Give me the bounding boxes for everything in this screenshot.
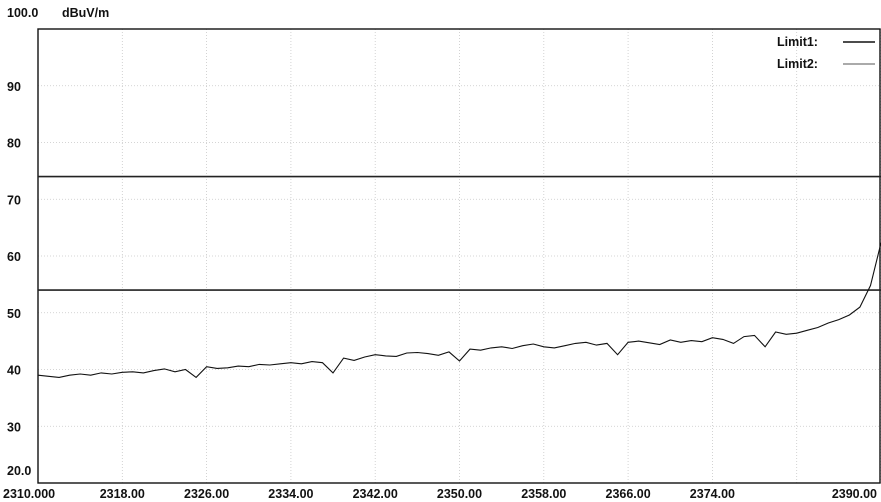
y-tick-label: 40: [7, 364, 21, 378]
y-tick-label: 20.0: [7, 464, 31, 478]
y-max-label: 100.0: [7, 6, 38, 20]
legend-label-2: Limit2:: [777, 57, 818, 71]
legend-label-1: Limit1:: [777, 35, 818, 49]
gridlines: [38, 29, 881, 483]
y-tick-labels: 90 80 70 60 50 40 30 20.0: [7, 80, 31, 478]
y-tick-label: 80: [7, 137, 21, 151]
x-tick-label: 2390.00: [832, 487, 877, 501]
y-tick-label: 60: [7, 250, 21, 264]
y-tick-label: 90: [7, 80, 21, 94]
x-tick-label: 2374.00: [690, 487, 735, 501]
y-tick-label: 70: [7, 193, 21, 207]
x-tick-label: 2310.000: [3, 487, 55, 501]
legend: Limit1: Limit2:: [777, 35, 875, 71]
x-tick-label: 2350.00: [437, 487, 482, 501]
x-tick-label: 2318.00: [100, 487, 145, 501]
x-tick-label: 2342.00: [353, 487, 398, 501]
y-axis-unit-label: dBuV/m: [62, 6, 109, 20]
x-tick-label: 2366.00: [606, 487, 651, 501]
x-tick-label: 2326.00: [184, 487, 229, 501]
y-tick-label: 30: [7, 420, 21, 434]
x-tick-label: 2358.00: [521, 487, 566, 501]
y-tick-label: 50: [7, 307, 21, 321]
x-tick-label: 2334.00: [268, 487, 313, 501]
x-tick-labels: 2310.000 2318.00 2326.00 2334.00 2342.00 2350…: [3, 487, 877, 501]
